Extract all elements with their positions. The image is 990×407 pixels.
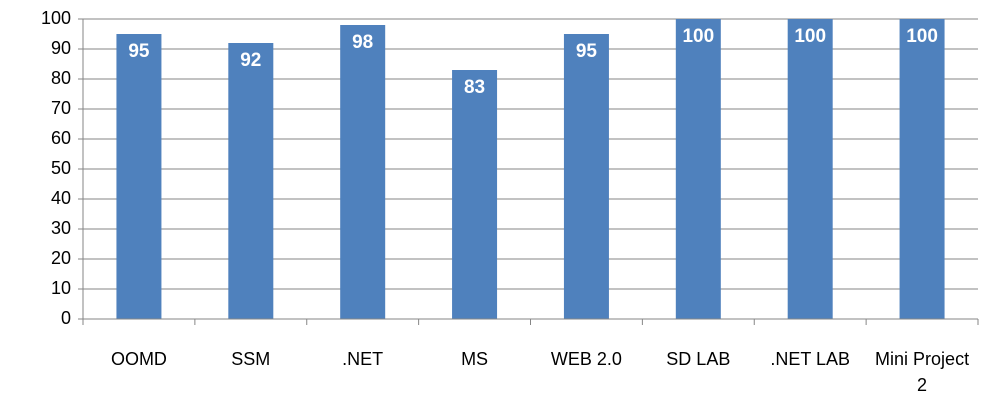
x-tick-label: OOMD xyxy=(110,349,167,369)
data-label: 100 xyxy=(906,26,938,47)
bar xyxy=(116,34,162,319)
y-tick-label: 60 xyxy=(51,128,71,148)
y-tick-label: 40 xyxy=(51,188,71,208)
data-label: 92 xyxy=(240,50,261,71)
data-label: 95 xyxy=(576,41,598,62)
x-tick-label: SD LAB xyxy=(666,349,731,369)
data-label: 98 xyxy=(352,32,373,53)
bar xyxy=(899,19,945,319)
x-tick-label: MS xyxy=(461,349,489,369)
bar xyxy=(675,19,721,319)
x-tick-label: .NET xyxy=(342,349,384,369)
data-label: 100 xyxy=(794,26,826,47)
bar xyxy=(452,70,498,319)
data-label: 95 xyxy=(128,41,150,62)
bar xyxy=(787,19,833,319)
y-tick-label: 100 xyxy=(41,8,71,28)
y-tick-label: 70 xyxy=(51,98,71,118)
y-tick-label: 30 xyxy=(51,218,71,238)
x-tick-label: Mini Project 2 xyxy=(875,349,970,395)
y-tick-label: 20 xyxy=(51,248,71,268)
y-tick-label: 80 xyxy=(51,68,71,88)
y-tick-label: 10 xyxy=(51,278,71,298)
data-label: 83 xyxy=(464,77,485,98)
x-tick-label: WEB 2.0 xyxy=(550,349,622,369)
y-tick-label: 90 xyxy=(51,38,71,58)
bar xyxy=(228,43,274,319)
x-tick-label: SSM xyxy=(231,349,271,369)
bar xyxy=(340,25,386,319)
x-tick-label: .NET LAB xyxy=(770,349,851,369)
data-label: 100 xyxy=(682,26,714,47)
bar xyxy=(563,34,609,319)
y-tick-label: 0 xyxy=(61,308,71,328)
y-tick-label: 50 xyxy=(51,158,71,178)
